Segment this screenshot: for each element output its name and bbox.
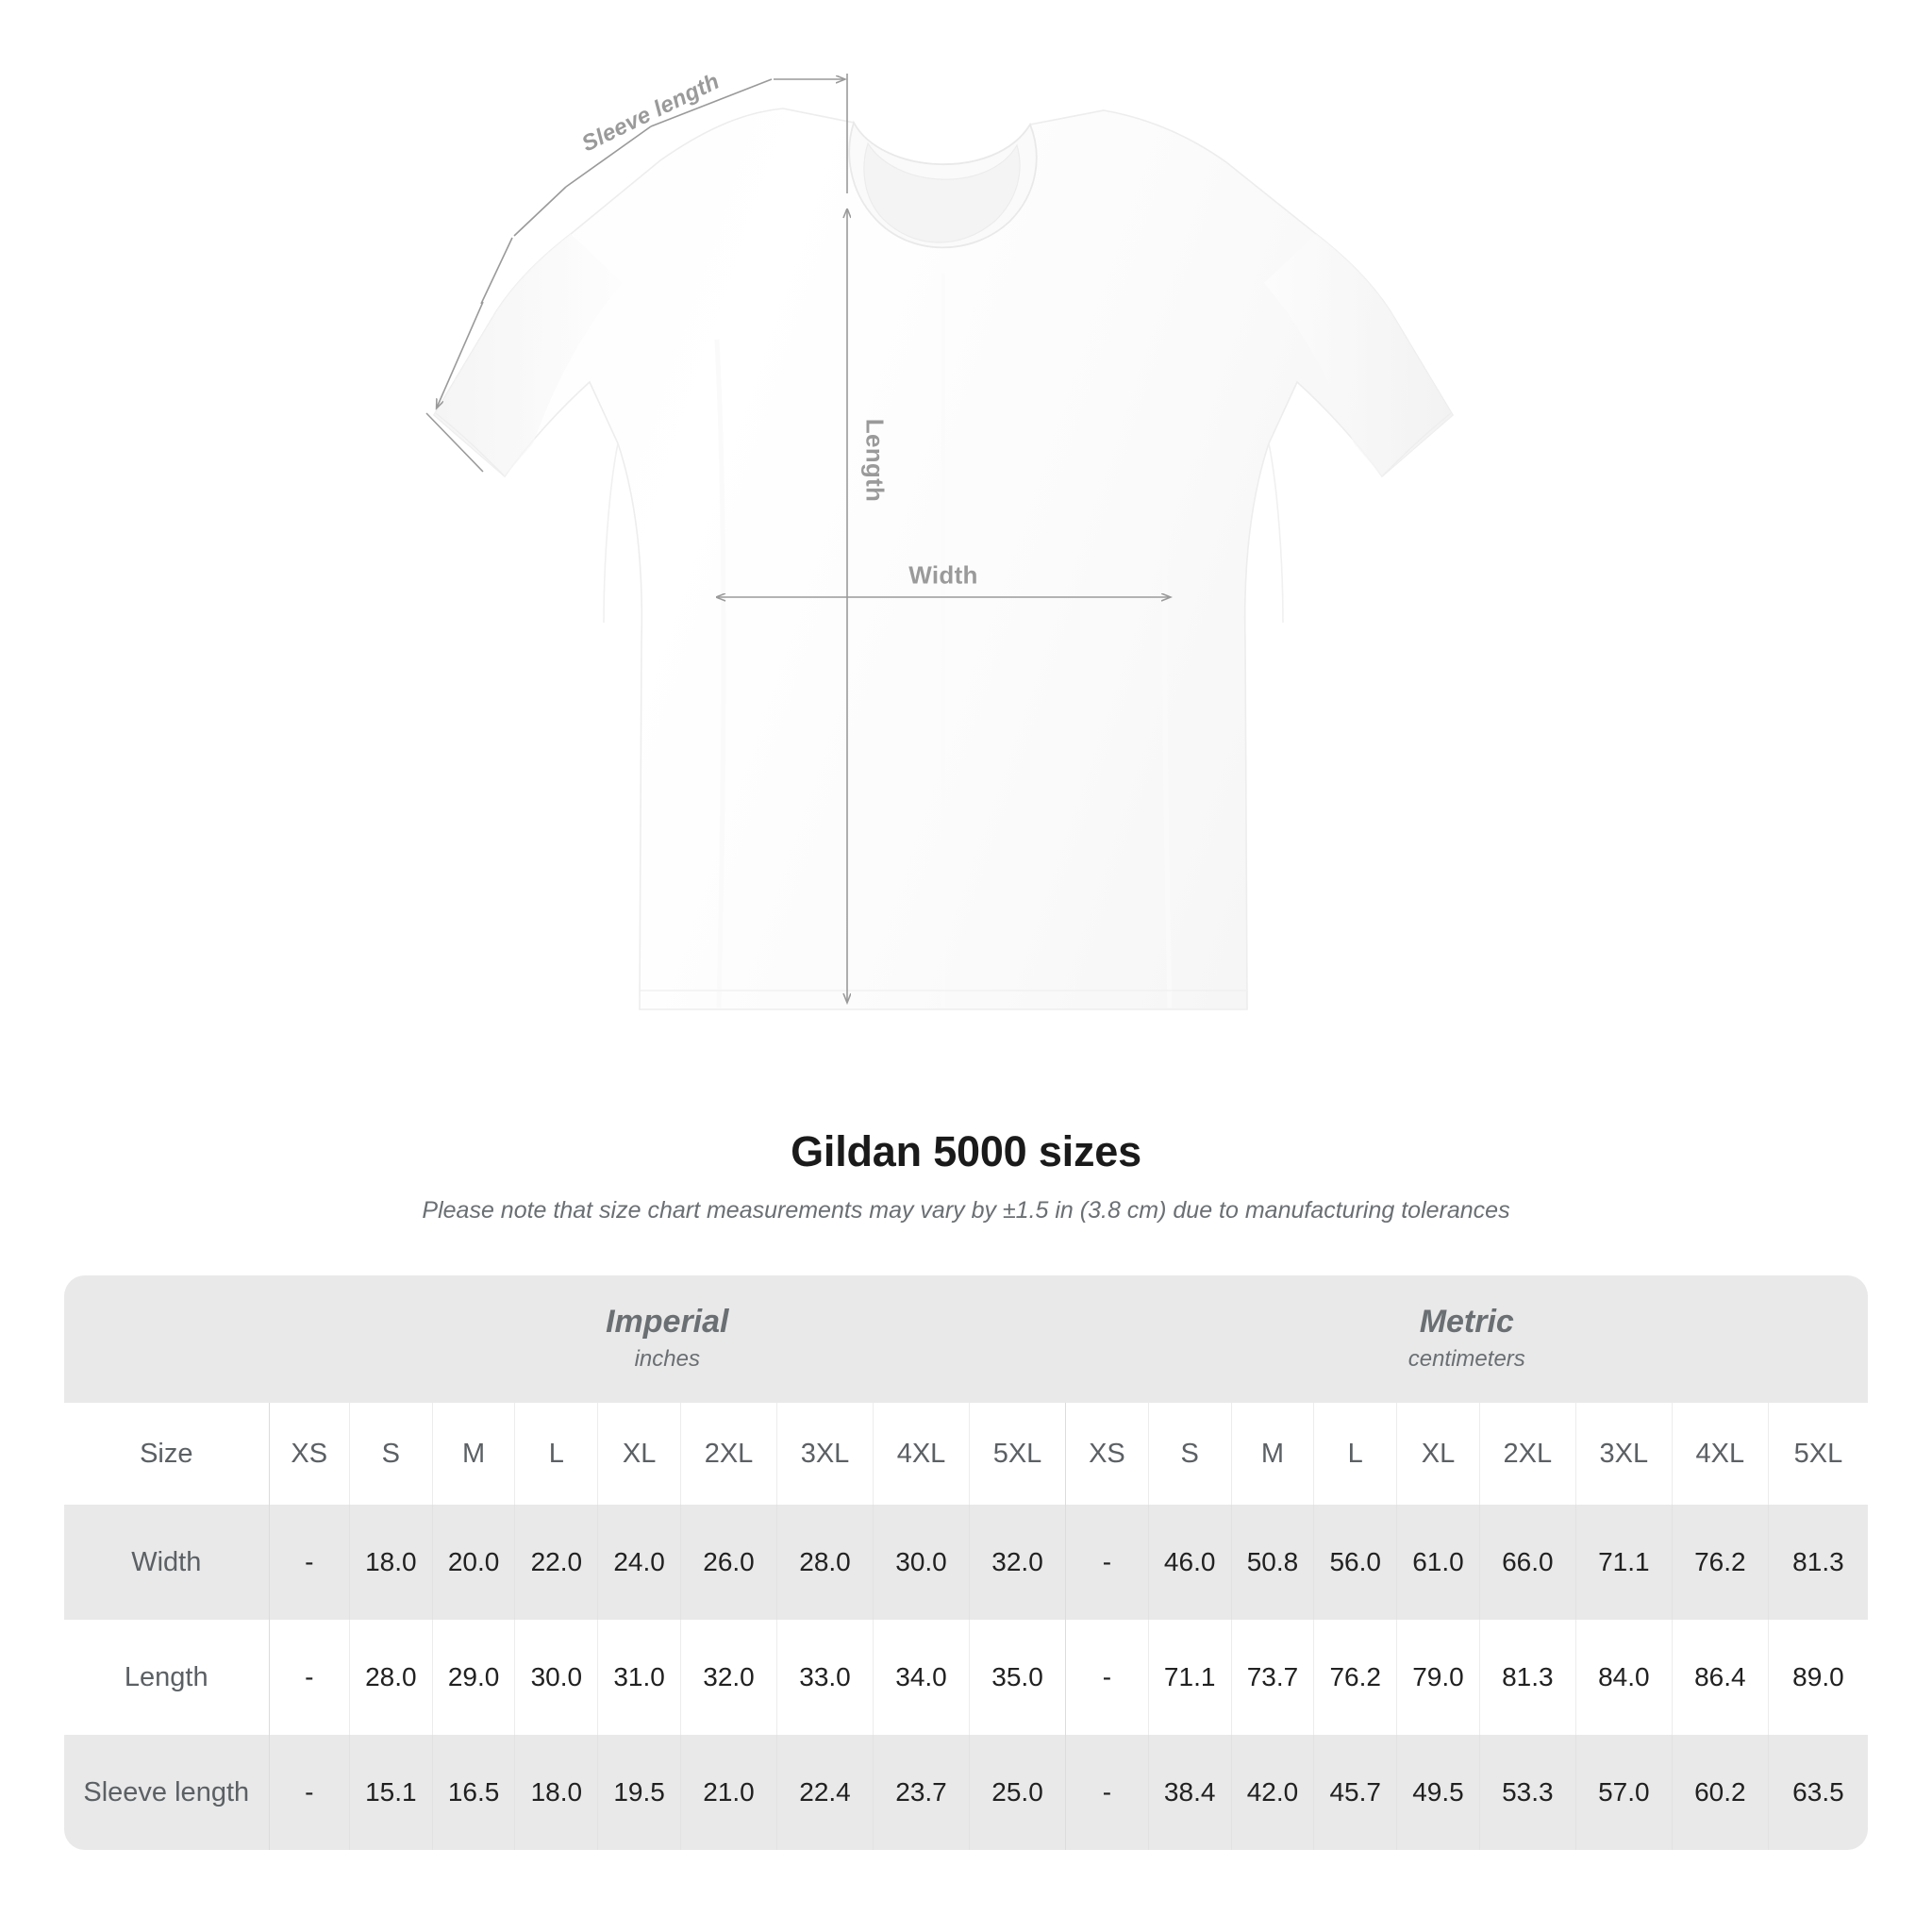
- table-cell: 34.0: [873, 1620, 970, 1735]
- table-cell: 73.7: [1230, 1620, 1314, 1735]
- table-row: Length - 28.0 29.0 30.0 31.0 32.0 33.0 3…: [64, 1620, 1868, 1735]
- table-cell: 16.5: [431, 1735, 515, 1850]
- size-header-cell: 4XL: [873, 1403, 970, 1505]
- table-cell: 30.0: [514, 1620, 598, 1735]
- table-cell: -: [268, 1505, 350, 1620]
- page-title: Gildan 5000 sizes: [791, 1127, 1141, 1175]
- table-cell: 24.0: [597, 1505, 681, 1620]
- size-header-cell: 5XL: [968, 1403, 1066, 1505]
- size-header-cell: 3XL: [776, 1403, 874, 1505]
- table-cell: -: [1065, 1505, 1149, 1620]
- size-header-cell: S: [1147, 1403, 1232, 1505]
- width-label: Width: [908, 560, 978, 590]
- table-cell: -: [268, 1620, 350, 1735]
- tshirt-illustration: [425, 74, 1455, 1010]
- size-header-cell: L: [1313, 1403, 1397, 1505]
- table-cell: 45.7: [1313, 1735, 1397, 1850]
- table-cell: 81.3: [1767, 1505, 1868, 1620]
- table-cell: 81.3: [1478, 1620, 1576, 1735]
- unit-group-imperial-sub: inches: [634, 1345, 700, 1372]
- table-cell: 25.0: [968, 1735, 1066, 1850]
- table-cell: 22.0: [514, 1505, 598, 1620]
- size-header-cell: M: [1230, 1403, 1314, 1505]
- size-header-cell: XS: [268, 1403, 350, 1505]
- table-cell: -: [1065, 1735, 1149, 1850]
- tshirt-shape: [432, 108, 1455, 1010]
- size-header-cell: 2XL: [1478, 1403, 1576, 1505]
- table-cell: 35.0: [968, 1620, 1066, 1735]
- table-cell: 60.2: [1671, 1735, 1769, 1850]
- table-cell: 57.0: [1574, 1735, 1673, 1850]
- table-cell: 22.4: [776, 1735, 874, 1850]
- size-header-cell: 4XL: [1671, 1403, 1769, 1505]
- table-cell: 20.0: [431, 1505, 515, 1620]
- size-header-cell: 2XL: [680, 1403, 777, 1505]
- table-cell: 56.0: [1313, 1505, 1397, 1620]
- size-header-cell: S: [348, 1403, 433, 1505]
- table-cell: 50.8: [1230, 1505, 1314, 1620]
- unit-group-metric: Metric centimeters: [1065, 1275, 1868, 1403]
- size-chart-table-wrapper: Imperial inches Metric centimeters Size …: [64, 1275, 1868, 1850]
- size-header-cell: XL: [597, 1403, 681, 1505]
- length-label: Length: [860, 418, 890, 503]
- table-cell: 28.0: [348, 1620, 433, 1735]
- unit-spacer-cell: [64, 1275, 270, 1403]
- table-row: Sleeve length - 15.1 16.5 18.0 19.5 21.0…: [64, 1735, 1868, 1850]
- table-cell: 63.5: [1767, 1735, 1868, 1850]
- table-cell: 61.0: [1396, 1505, 1480, 1620]
- table-row: Width - 18.0 20.0 22.0 24.0 26.0 28.0 30…: [64, 1505, 1868, 1620]
- table-cell: 26.0: [680, 1505, 777, 1620]
- table-cell: 28.0: [776, 1505, 874, 1620]
- table-cell: 23.7: [873, 1735, 970, 1850]
- table-cell: 71.1: [1147, 1620, 1232, 1735]
- unit-header-row: Imperial inches Metric centimeters: [64, 1275, 1868, 1403]
- table-cell: 76.2: [1313, 1620, 1397, 1735]
- size-header-cell: 5XL: [1767, 1403, 1868, 1505]
- unit-group-metric-name: Metric: [1419, 1304, 1514, 1341]
- table-cell: 89.0: [1767, 1620, 1868, 1735]
- size-header-cell: L: [514, 1403, 598, 1505]
- table-cell: 32.0: [680, 1620, 777, 1735]
- unit-group-imperial-name: Imperial: [606, 1304, 729, 1341]
- size-chart-table: Imperial inches Metric centimeters Size …: [64, 1275, 1868, 1850]
- table-cell: 86.4: [1671, 1620, 1769, 1735]
- table-cell: 42.0: [1230, 1735, 1314, 1850]
- unit-group-metric-sub: centimeters: [1407, 1345, 1525, 1372]
- table-cell: 76.2: [1671, 1505, 1769, 1620]
- table-cell: 31.0: [597, 1620, 681, 1735]
- table-cell: 53.3: [1478, 1735, 1576, 1850]
- table-cell: 30.0: [873, 1505, 970, 1620]
- table-cell: 21.0: [680, 1735, 777, 1850]
- table-cell: 15.1: [348, 1735, 433, 1850]
- tshirt-diagram: Sleeve length Length Width: [425, 69, 1455, 1010]
- size-header-cell: 3XL: [1574, 1403, 1673, 1505]
- title-block: Gildan 5000 sizes Please note that size …: [0, 1127, 1932, 1224]
- table-cell: 19.5: [597, 1735, 681, 1850]
- unit-group-imperial: Imperial inches: [269, 1275, 1066, 1403]
- table-cell: 38.4: [1147, 1735, 1232, 1850]
- table-cell: 79.0: [1396, 1620, 1480, 1735]
- table-cell: 46.0: [1147, 1505, 1232, 1620]
- table-cell: -: [268, 1735, 350, 1850]
- row-label: Sleeve length: [64, 1735, 270, 1850]
- table-cell: 18.0: [514, 1735, 598, 1850]
- size-header-row: Size XS S M L XL 2XL 3XL 4XL 5XL XS S M …: [64, 1403, 1868, 1505]
- size-header-cell: M: [431, 1403, 515, 1505]
- table-cell: -: [1065, 1620, 1149, 1735]
- table-cell: 71.1: [1574, 1505, 1673, 1620]
- table-cell: 66.0: [1478, 1505, 1576, 1620]
- size-header-cell: XS: [1065, 1403, 1149, 1505]
- row-label: Length: [64, 1620, 270, 1735]
- row-label: Width: [64, 1505, 270, 1620]
- table-cell: 49.5: [1396, 1735, 1480, 1850]
- page-subtitle: Please note that size chart measurements…: [422, 1197, 1510, 1224]
- table-cell: 33.0: [776, 1620, 874, 1735]
- table-cell: 18.0: [348, 1505, 433, 1620]
- table-cell: 84.0: [1574, 1620, 1673, 1735]
- size-header-label: Size: [64, 1403, 270, 1505]
- table-cell: 29.0: [431, 1620, 515, 1735]
- measurement-annotations: [425, 74, 1170, 1002]
- size-header-cell: XL: [1396, 1403, 1480, 1505]
- table-cell: 32.0: [968, 1505, 1066, 1620]
